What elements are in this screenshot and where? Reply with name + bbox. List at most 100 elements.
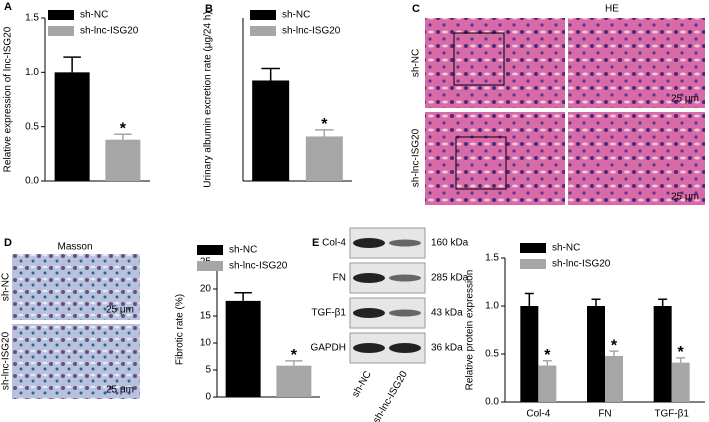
bar xyxy=(225,300,261,397)
error-bar xyxy=(261,67,280,81)
legend-swatch xyxy=(250,10,276,20)
bar xyxy=(54,72,90,181)
he-image xyxy=(425,18,565,108)
error-bar xyxy=(315,129,334,137)
significance: * xyxy=(321,116,328,133)
x-tick-label: TGF-β1 xyxy=(654,409,689,420)
panel-label: B xyxy=(205,3,213,15)
legend-label: sh-NC xyxy=(229,245,257,256)
error-bar xyxy=(524,292,534,306)
y-tick-label: 10 xyxy=(200,338,212,349)
row-label: sh-lnc-ISG20 xyxy=(411,128,422,187)
legend-label: sh-lnc-ISG20 xyxy=(80,26,139,37)
legend-swatch xyxy=(197,261,223,271)
error-bar xyxy=(285,360,303,366)
panel-label: A xyxy=(4,1,12,13)
legend-swatch xyxy=(197,245,223,255)
error-bar xyxy=(234,292,252,301)
error-bar xyxy=(609,350,619,356)
row-label: sh-NC xyxy=(411,49,422,77)
masson-image xyxy=(12,254,140,320)
legend-swatch xyxy=(250,26,276,36)
legend-label: sh-NC xyxy=(552,243,580,254)
legend-label: sh-NC xyxy=(80,10,108,21)
bar xyxy=(653,306,672,402)
error-bar xyxy=(676,357,686,363)
error-bar xyxy=(591,298,601,306)
x-tick-label: Col-4 xyxy=(526,409,550,420)
he-zoom xyxy=(568,112,705,205)
legend-swatch xyxy=(520,259,546,269)
y-tick-label: 15 xyxy=(200,311,212,322)
legend-label: sh-lnc-ISG20 xyxy=(552,259,611,270)
lane-label: sh-lnc-ISG20 xyxy=(371,369,410,422)
y-tick-label: 0.5 xyxy=(485,349,499,360)
size-label: 285 kDa xyxy=(431,273,469,284)
scale-bar: 25 μm xyxy=(671,94,699,105)
bar xyxy=(538,365,557,402)
y-tick-label: 0 xyxy=(205,392,211,403)
error-bar xyxy=(114,133,132,140)
protein-label: FN xyxy=(333,273,346,284)
zoom-box xyxy=(455,136,507,190)
zoom-box xyxy=(453,32,505,86)
band xyxy=(353,308,385,318)
error-bar xyxy=(658,298,668,306)
band xyxy=(389,309,421,317)
bar xyxy=(252,80,290,181)
band xyxy=(389,239,421,247)
y-axis-label: Urinary albumin excretion rate (μg/24 h) xyxy=(203,11,214,187)
panel-label: E xyxy=(312,237,319,249)
band xyxy=(389,343,421,353)
bar xyxy=(276,365,312,397)
significance: * xyxy=(544,347,551,364)
bar xyxy=(105,139,141,181)
y-tick-label: 1.5 xyxy=(25,13,39,24)
legend-label: sh-NC xyxy=(282,10,310,21)
legend-swatch xyxy=(520,243,546,253)
y-tick-label: 1.5 xyxy=(485,253,499,264)
significance: * xyxy=(611,337,618,354)
scale-bar: 25 μm xyxy=(671,192,699,203)
significance: * xyxy=(678,344,685,361)
bar xyxy=(520,306,539,402)
legend-swatch xyxy=(48,26,74,36)
row-label: sh-lnc-ISG20 xyxy=(1,331,12,390)
he-title: HE xyxy=(605,4,619,15)
error-bar xyxy=(63,56,81,73)
y-tick-label: 1.0 xyxy=(485,301,499,312)
error-bar xyxy=(542,359,552,366)
size-label: 36 kDa xyxy=(431,343,463,354)
y-tick-label: 0.5 xyxy=(25,121,39,132)
protein-label: Col-4 xyxy=(322,238,346,249)
scale-bar: 25 μm xyxy=(106,305,134,316)
band xyxy=(353,273,385,283)
band xyxy=(353,238,385,248)
protein-label: TGF-β1 xyxy=(311,308,346,319)
bar xyxy=(587,306,605,402)
y-tick-label: 1.0 xyxy=(25,67,39,78)
masson-image xyxy=(12,324,140,399)
row-label: sh-NC xyxy=(1,273,12,301)
bar xyxy=(671,362,690,402)
legend-swatch xyxy=(48,10,74,20)
legend-label: sh-lnc-ISG20 xyxy=(229,261,288,272)
scale-bar: 25 μm xyxy=(106,385,134,396)
band xyxy=(389,274,421,282)
size-label: 43 kDa xyxy=(431,308,463,319)
panel-label: C xyxy=(412,3,420,15)
y-axis-label: Relative expression of lnc-ISG20 xyxy=(3,26,14,172)
y-tick-label: 0.0 xyxy=(25,176,39,187)
x-tick-label: FN xyxy=(598,409,611,420)
y-tick-label: 0.0 xyxy=(485,397,499,408)
panel-label: D xyxy=(4,237,12,249)
y-axis-label: Relative protein expression xyxy=(465,270,476,391)
he-zoom xyxy=(568,18,705,108)
size-label: 160 kDa xyxy=(431,238,469,249)
band xyxy=(353,343,385,353)
bar xyxy=(605,355,623,402)
significance: * xyxy=(291,347,298,364)
y-tick-label: 20 xyxy=(200,284,212,295)
legend-label: sh-lnc-ISG20 xyxy=(282,26,341,37)
